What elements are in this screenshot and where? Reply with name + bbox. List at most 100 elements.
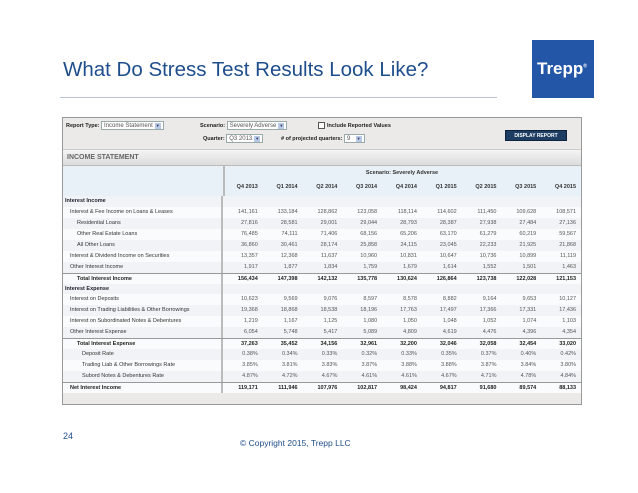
cell-value xyxy=(263,196,303,207)
table-row: Other Interest Expense 6,054 5,748 5,417 5,0… xyxy=(63,327,581,339)
cell-value: 10,899 xyxy=(519,252,537,259)
row-label: Net Interest Income xyxy=(63,382,223,393)
cell-value: 135,778 xyxy=(357,275,378,282)
cell-value: 3.88% xyxy=(441,362,457,369)
cell-value xyxy=(541,196,581,207)
include-reported-control[interactable]: Include Reported Values xyxy=(318,122,391,129)
cell-value: 8,597 xyxy=(363,296,378,303)
table-row: Other Interest Income 1,917 1,877 1,834 1,75… xyxy=(63,261,581,273)
scenario-control: Scenario: Severely Adverse ▼ xyxy=(200,121,288,130)
trepp-logo: Trepp® xyxy=(532,40,594,98)
report-type-select[interactable]: Income Statement ▼ xyxy=(101,121,164,130)
row-label: Interest & Fee Income on Loans & Leases xyxy=(63,206,223,218)
cell-value: 17,497 xyxy=(439,307,457,314)
cell-value: 17,331 xyxy=(519,307,537,314)
table-row: Deposit Rate 0.38% 0.34% 0.33% 0.32% 0.33% 0.3… xyxy=(63,349,581,361)
cell-value: 27,816 xyxy=(240,219,258,226)
cell-value: 3.83% xyxy=(321,362,338,369)
column-header: Q1 2015 xyxy=(435,184,457,190)
column-header: Q4 2014 xyxy=(395,184,417,190)
cell-value: 122,028 xyxy=(516,275,537,282)
cell-value: 0.34% xyxy=(281,351,298,358)
cell-value: 121,153 xyxy=(556,275,577,282)
cell-value: 1,052 xyxy=(482,318,497,325)
cell-value: 32,046 xyxy=(439,341,457,348)
cell-value: 21,868 xyxy=(559,241,577,248)
cell-value: 18,196 xyxy=(360,307,378,314)
cell-value: 32,200 xyxy=(400,341,417,348)
cell-value: 4.72% xyxy=(281,373,298,379)
cell-value: 4.61% xyxy=(361,373,378,379)
cell-value xyxy=(342,284,382,295)
cell-value: 0.40% xyxy=(520,351,537,358)
cell-value: 5,089 xyxy=(363,329,378,336)
cell-value xyxy=(501,284,541,295)
cell-value: 10,623 xyxy=(240,296,258,303)
cell-value: 10,831 xyxy=(400,252,417,259)
cell-value: 1,080 xyxy=(363,318,378,325)
cell-value: 3.87% xyxy=(361,362,378,369)
cell-value: 1,219 xyxy=(244,318,258,325)
report-type-control: Report Type: Income Statement ▼ xyxy=(66,121,164,130)
table-row: Interest Expense xyxy=(63,283,581,295)
cell-value: 25,858 xyxy=(360,241,378,248)
table-row: Interest on Subordinated Notes & Debentu… xyxy=(63,316,581,328)
cell-value: 4.87% xyxy=(242,373,258,379)
cell-value: 10,127 xyxy=(559,296,577,303)
cell-value: 3.80% xyxy=(560,362,577,369)
cell-value: 65,206 xyxy=(400,230,417,237)
scenario-header: Scenario: Severely Adverse xyxy=(365,170,439,176)
cell-value: 9,653 xyxy=(522,296,537,303)
cell-value: 10,736 xyxy=(479,252,497,259)
table-row: Interest & Dividend Income on Securities… xyxy=(63,250,581,262)
cell-value: 11,119 xyxy=(560,252,577,259)
cell-value: 68,156 xyxy=(360,230,378,237)
display-report-button[interactable]: DISPLAY REPORT xyxy=(505,130,567,141)
row-label: Total Interest Income xyxy=(63,273,223,284)
cell-value: 156,434 xyxy=(237,275,258,282)
cell-value: 4,619 xyxy=(442,329,457,336)
chevron-down-icon: ▼ xyxy=(278,123,285,129)
cell-value: 3.88% xyxy=(401,362,417,369)
cell-value: 111,946 xyxy=(278,384,298,391)
cell-value: 28,174 xyxy=(320,241,338,248)
cell-value: 4.71% xyxy=(480,373,497,379)
cell-value: 10,960 xyxy=(360,252,378,259)
cell-value: 4.67% xyxy=(441,373,457,379)
cell-value: 35,452 xyxy=(280,341,298,348)
cell-value: 0.37% xyxy=(480,351,497,358)
cell-value xyxy=(541,284,581,295)
cell-value xyxy=(303,284,343,295)
cell-value: 17,763 xyxy=(400,307,417,314)
cell-value: 1,679 xyxy=(403,263,417,270)
chevron-down-icon: ▼ xyxy=(355,136,362,142)
projected-quarters-select[interactable]: 9 ▼ xyxy=(343,134,365,143)
cell-value: 1,877 xyxy=(283,263,298,270)
cell-value: 9,076 xyxy=(323,296,338,303)
cell-value: 4,809 xyxy=(403,329,417,336)
table-row: Residential Loans 27,816 28,581 29,001 29,04… xyxy=(63,217,581,229)
cell-value: 1,125 xyxy=(323,318,338,325)
cell-value: 109,628 xyxy=(516,208,537,215)
cell-value: 27,938 xyxy=(479,219,497,226)
cell-value: 18,868 xyxy=(280,307,298,314)
row-label: All Other Loans xyxy=(63,239,223,251)
cell-value xyxy=(223,196,263,207)
row-label: Residential Loans xyxy=(63,217,223,229)
cell-value xyxy=(303,196,343,207)
row-label: Deposit Rate xyxy=(63,349,223,361)
row-label: Interest Expense xyxy=(63,283,223,295)
cell-value: 4.61% xyxy=(401,373,417,379)
include-reported-checkbox[interactable] xyxy=(318,122,325,129)
report-screenshot: Report Type: Income Statement ▼ Scenario:… xyxy=(62,117,582,405)
column-header: Q2 2014 xyxy=(316,184,338,190)
cell-value: 4.78% xyxy=(520,373,537,379)
cell-value: 1,614 xyxy=(442,263,457,270)
cell-value: 3.84% xyxy=(520,362,537,369)
cell-value: 3.81% xyxy=(281,362,298,369)
cell-value: 22,233 xyxy=(479,241,497,248)
scenario-select[interactable]: Severely Adverse ▼ xyxy=(226,121,288,130)
quarter-select[interactable]: Q3 2013 ▼ xyxy=(226,134,264,143)
row-label: Other Interest Expense xyxy=(63,327,223,339)
row-label: Interest on Deposits xyxy=(63,294,223,306)
